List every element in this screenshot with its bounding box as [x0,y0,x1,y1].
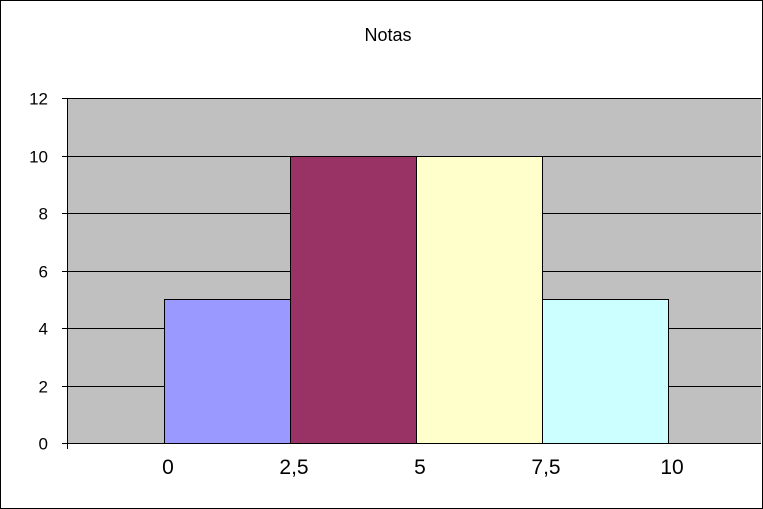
y-tick-label: 6 [39,263,48,282]
x-tick-label: 10 [660,456,683,479]
x-tick-label: 5 [414,456,426,479]
y-tick-label: 10 [29,148,48,167]
y-tick-label: 12 [29,90,48,109]
y-tick-label: 2 [39,378,48,397]
y-tick-label: 0 [39,435,48,454]
x-tick-label: 0 [162,456,174,479]
axes: 0 2 4 6 8 10 12 0 2,5 5 7,5 10 [29,90,761,479]
bars [164,156,669,444]
histogram-bar [416,156,543,444]
histogram-bar [164,299,291,444]
x-tick-label: 7,5 [531,456,560,479]
x-tick-label: 2,5 [279,456,308,479]
y-tick-label: 8 [39,205,48,224]
chart-title: Notas [364,25,411,45]
histogram-bar [290,156,417,444]
y-tick-label: 4 [39,320,48,339]
histogram-bar [542,299,669,444]
